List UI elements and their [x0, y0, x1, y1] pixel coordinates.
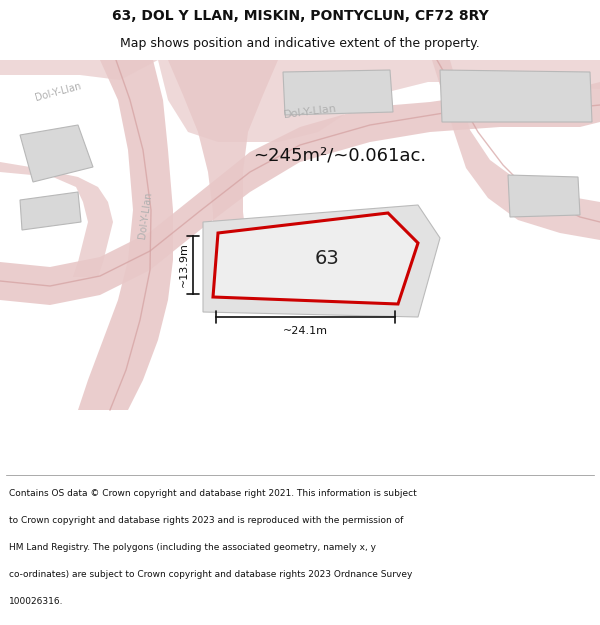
Polygon shape — [78, 60, 173, 410]
Text: co-ordinates) are subject to Crown copyright and database rights 2023 Ordnance S: co-ordinates) are subject to Crown copyr… — [9, 570, 412, 579]
Polygon shape — [20, 125, 93, 182]
Polygon shape — [432, 60, 600, 240]
Text: Dol-Y-Llan: Dol-Y-Llan — [137, 191, 153, 239]
Polygon shape — [0, 162, 113, 277]
Text: Contains OS data © Crown copyright and database right 2021. This information is : Contains OS data © Crown copyright and d… — [9, 489, 417, 498]
Text: to Crown copyright and database rights 2023 and is reproduced with the permissio: to Crown copyright and database rights 2… — [9, 516, 403, 525]
Text: 100026316.: 100026316. — [9, 597, 64, 606]
Polygon shape — [20, 192, 81, 230]
Polygon shape — [0, 82, 600, 305]
Text: HM Land Registry. The polygons (including the associated geometry, namely x, y: HM Land Registry. The polygons (includin… — [9, 543, 376, 552]
Text: ~24.1m: ~24.1m — [283, 326, 328, 336]
Text: Dol-Y-Llan: Dol-Y-Llan — [283, 104, 337, 120]
Text: ~245m²/~0.061ac.: ~245m²/~0.061ac. — [253, 146, 427, 164]
Text: ~13.9m: ~13.9m — [179, 242, 189, 288]
Text: 63: 63 — [314, 249, 340, 268]
Polygon shape — [508, 175, 580, 217]
Polygon shape — [168, 60, 278, 272]
Polygon shape — [213, 213, 418, 304]
Polygon shape — [283, 70, 393, 115]
Polygon shape — [440, 70, 592, 122]
Text: Dol-Y-Llan: Dol-Y-Llan — [34, 81, 82, 103]
Text: Map shows position and indicative extent of the property.: Map shows position and indicative extent… — [120, 38, 480, 50]
Text: 63, DOL Y LLAN, MISKIN, PONTYCLUN, CF72 8RY: 63, DOL Y LLAN, MISKIN, PONTYCLUN, CF72 … — [112, 9, 488, 23]
Polygon shape — [0, 60, 600, 142]
Polygon shape — [203, 205, 440, 317]
